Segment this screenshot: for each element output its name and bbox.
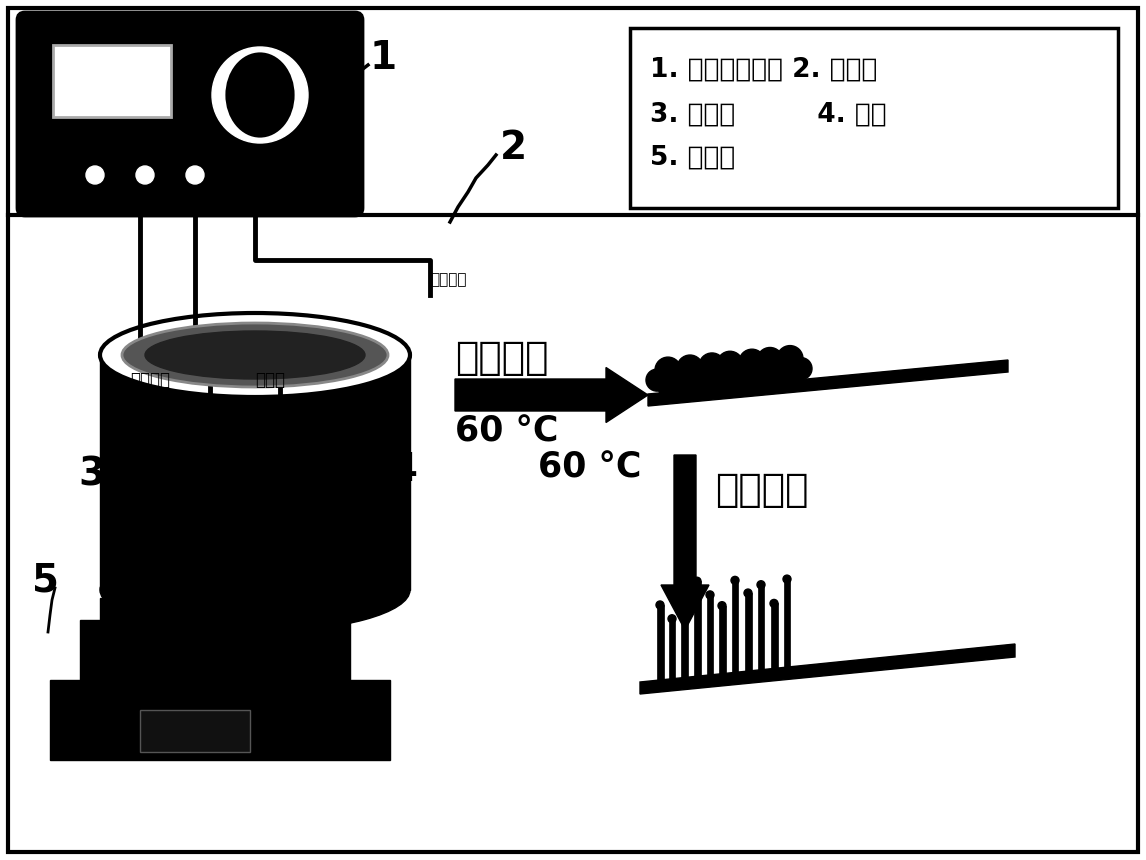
Circle shape (690, 367, 712, 389)
Circle shape (758, 580, 766, 589)
Circle shape (656, 357, 681, 383)
Text: 工作电极: 工作电极 (129, 371, 170, 389)
Circle shape (658, 378, 678, 397)
Bar (630, 28, 1118, 208)
Circle shape (731, 576, 739, 585)
FancyBboxPatch shape (17, 12, 363, 216)
Bar (732, 580, 738, 673)
Circle shape (680, 588, 688, 597)
Polygon shape (647, 360, 1008, 406)
Bar (140, 710, 250, 752)
Circle shape (783, 575, 791, 583)
Circle shape (730, 361, 752, 384)
Bar (657, 605, 664, 680)
Circle shape (708, 363, 730, 385)
Circle shape (752, 361, 774, 384)
Circle shape (86, 166, 104, 184)
Text: 电沉积锡: 电沉积锡 (715, 471, 808, 509)
Circle shape (699, 353, 725, 379)
Circle shape (677, 355, 702, 381)
Circle shape (693, 577, 701, 585)
Circle shape (656, 601, 664, 609)
Text: 5: 5 (32, 561, 58, 599)
Circle shape (186, 166, 204, 184)
Text: 3. 电解槽         4. 基片: 3. 电解槽 4. 基片 (650, 102, 887, 128)
Circle shape (720, 372, 740, 391)
Bar (669, 618, 675, 679)
Text: 电沉积饈: 电沉积饈 (455, 339, 549, 377)
Bar (694, 581, 701, 676)
Text: 5. 加热板: 5. 加热板 (650, 145, 736, 171)
Text: 2: 2 (500, 129, 527, 167)
Circle shape (770, 359, 792, 382)
Text: 1: 1 (370, 39, 398, 77)
Text: 60 °C: 60 °C (455, 415, 558, 449)
Ellipse shape (100, 548, 410, 632)
Text: 对电极: 对电极 (256, 371, 285, 389)
Circle shape (739, 349, 766, 375)
Bar (100, 598, 350, 623)
Circle shape (770, 599, 778, 607)
FancyArrow shape (455, 367, 647, 422)
Text: 60 °C: 60 °C (537, 451, 642, 485)
Circle shape (760, 367, 780, 388)
Bar (784, 579, 790, 667)
Circle shape (212, 47, 308, 143)
Bar (53, 45, 171, 117)
Bar (50, 680, 390, 760)
Text: 参比电极: 参比电极 (430, 273, 466, 287)
Bar (80, 620, 350, 682)
Circle shape (702, 373, 722, 393)
Bar (745, 593, 752, 671)
Circle shape (646, 369, 668, 391)
Circle shape (719, 602, 727, 610)
Ellipse shape (223, 51, 296, 139)
Polygon shape (639, 644, 1015, 694)
Bar (771, 604, 778, 668)
Circle shape (690, 365, 712, 387)
Circle shape (730, 363, 752, 385)
Circle shape (712, 365, 733, 387)
Circle shape (136, 166, 154, 184)
Bar (100, 355, 410, 590)
Text: 3: 3 (78, 456, 105, 494)
Circle shape (680, 375, 700, 395)
FancyArrow shape (661, 455, 709, 630)
Circle shape (223, 59, 296, 131)
Ellipse shape (146, 331, 364, 379)
Circle shape (668, 369, 690, 391)
Circle shape (706, 591, 714, 599)
Circle shape (741, 369, 762, 390)
Text: 4: 4 (390, 451, 417, 489)
Circle shape (777, 346, 803, 372)
Bar (707, 595, 713, 675)
Ellipse shape (121, 323, 388, 387)
Circle shape (748, 359, 770, 382)
Circle shape (758, 347, 783, 373)
Circle shape (768, 358, 790, 379)
Bar (719, 605, 727, 673)
Circle shape (668, 367, 690, 389)
Circle shape (717, 351, 743, 378)
Bar (681, 593, 688, 678)
Circle shape (790, 358, 813, 379)
Ellipse shape (100, 313, 410, 397)
Circle shape (668, 615, 676, 623)
Circle shape (744, 589, 752, 597)
Bar (758, 585, 764, 670)
Text: 1. 电化学工作站 2. 手套筱: 1. 电化学工作站 2. 手套筱 (650, 57, 878, 83)
Circle shape (780, 366, 800, 385)
